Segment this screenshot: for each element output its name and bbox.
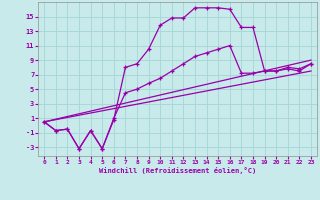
X-axis label: Windchill (Refroidissement éolien,°C): Windchill (Refroidissement éolien,°C) xyxy=(99,167,256,174)
